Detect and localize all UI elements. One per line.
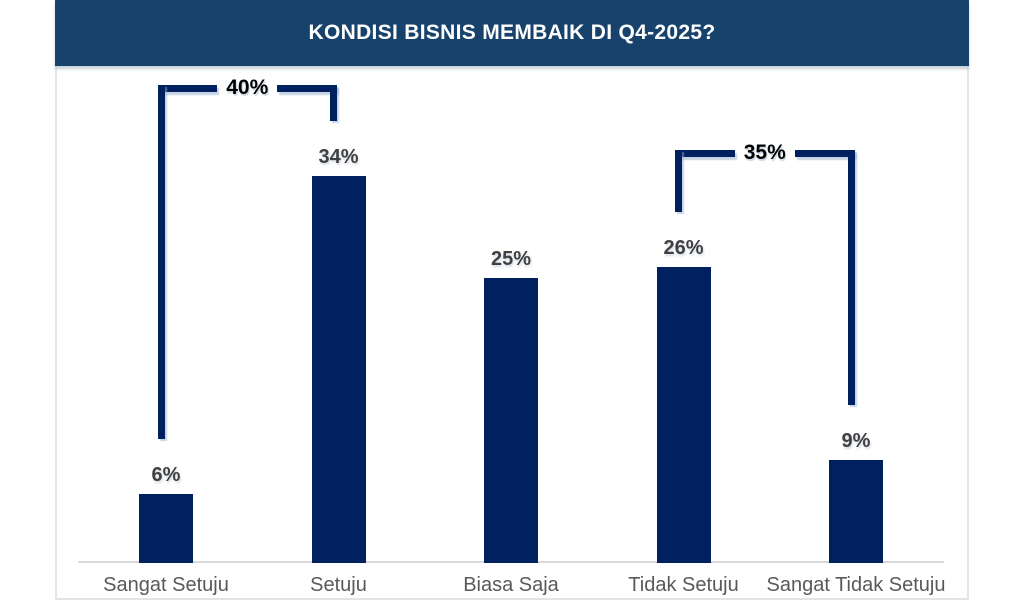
value-label-sangat-setuju: 6% (151, 463, 181, 486)
bar-sangat-setuju (139, 493, 193, 563)
category-label-biasa-saja: Biasa Saja (463, 574, 559, 596)
bar-biasa-saja (484, 278, 538, 563)
category-label-tidak-setuju: Tidak Setuju (628, 574, 739, 596)
bar-setuju (311, 176, 366, 563)
value-label-biasa-saja: 25% (490, 248, 532, 271)
value-label-sangat-tidak-setuju: 9% (841, 429, 871, 452)
category-label-sangat-setuju: Sangat Setuju (103, 574, 229, 596)
bar-tidak-setuju (656, 266, 711, 563)
chart-title: KONDISI BISNIS MEMBAIK DI Q4-2025? (308, 21, 716, 44)
bracket-line-left (157, 84, 218, 92)
category-label-sangat-tidak-setuju: Sangat Tidak Setuju (766, 574, 946, 596)
bracket-label-40-: 40% (226, 76, 269, 99)
bracket-line-left (675, 149, 735, 157)
category-label-setuju: Setuju (310, 574, 367, 596)
bar-sangat-tidak-setuju (829, 459, 883, 563)
bracket-35-: 35% (675, 139, 855, 167)
bracket-drop-left-35- (675, 149, 682, 212)
bracket-40-: 40% (157, 74, 337, 102)
bracket-line-right (277, 84, 337, 92)
bracket-label-35-: 35% (743, 141, 786, 164)
value-label-tidak-setuju: 26% (663, 236, 704, 259)
bracket-line-right (794, 149, 855, 157)
value-label-setuju: 34% (318, 146, 359, 169)
bracket-drop-right-40- (330, 84, 337, 122)
bracket-drop-right-35- (847, 149, 855, 405)
chart-title-bar: KONDISI BISNIS MEMBAIK DI Q4-2025? (55, 0, 969, 66)
bracket-drop-left-40- (157, 84, 165, 439)
